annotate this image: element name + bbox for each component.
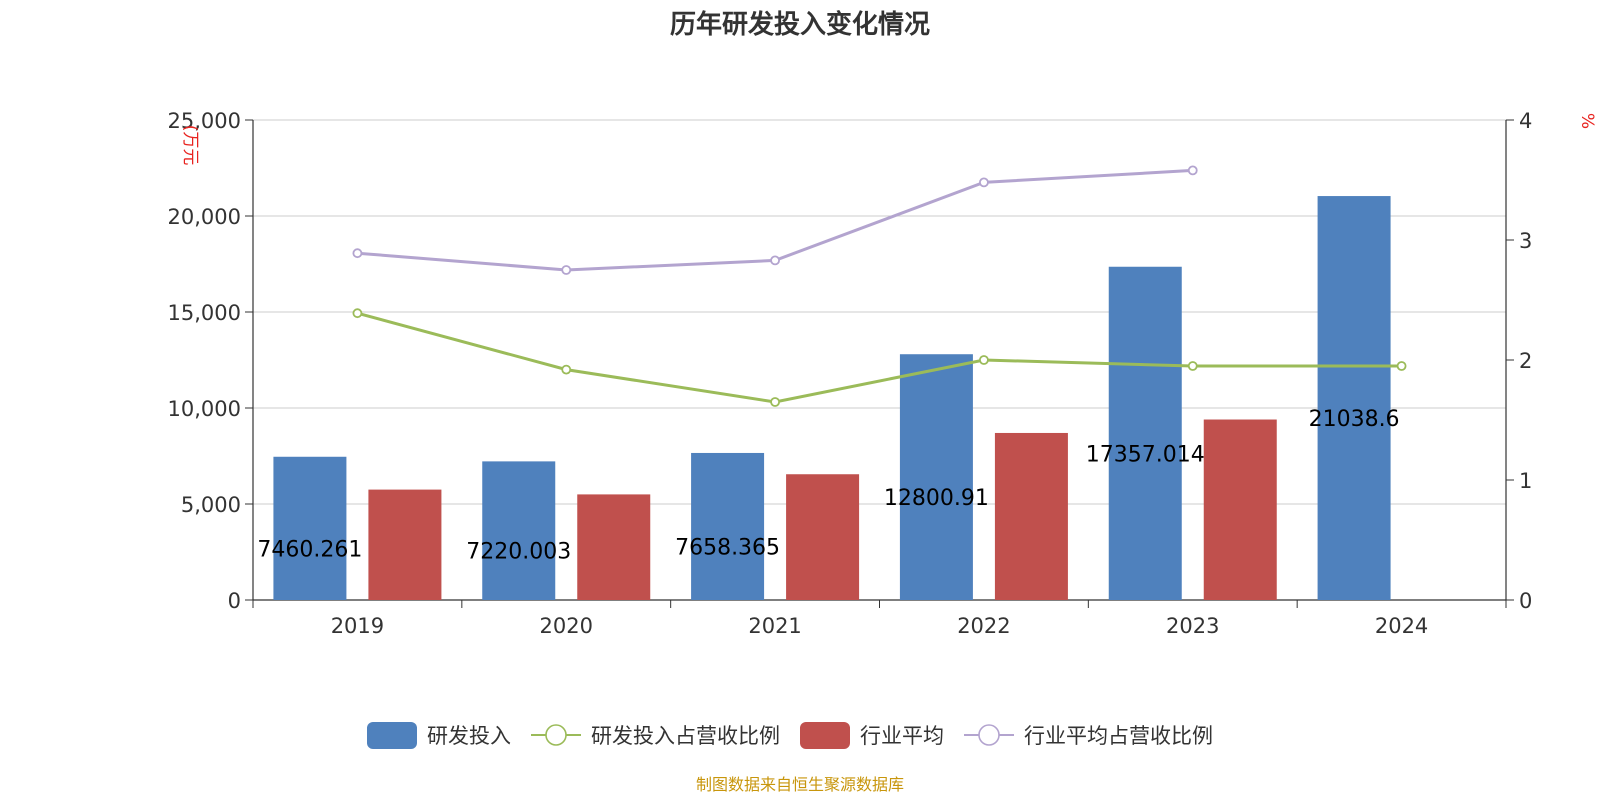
bar-rd-investment bbox=[691, 452, 765, 600]
line-point bbox=[770, 397, 780, 407]
right-tick-label: 2 bbox=[1519, 349, 1532, 373]
line-point bbox=[561, 265, 572, 275]
legend-swatch bbox=[367, 722, 417, 749]
bar-rd-investment bbox=[1108, 266, 1182, 600]
bar-rd-investment bbox=[899, 354, 973, 600]
legend-swatch bbox=[800, 722, 850, 749]
bar-industry-average bbox=[1203, 419, 1277, 600]
left-tick-label: 5,000 bbox=[181, 493, 241, 517]
right-axis-unit: % bbox=[1577, 113, 1597, 129]
right-tick-label: 1 bbox=[1519, 469, 1532, 493]
legend-label: 行业平均占营收比例 bbox=[1024, 724, 1213, 748]
left-tick-label: 0 bbox=[228, 589, 241, 613]
x-tick-label: 2019 bbox=[331, 614, 384, 638]
x-tick-label: 2020 bbox=[540, 614, 593, 638]
line-point bbox=[979, 355, 989, 365]
bar-rd-investment bbox=[273, 456, 347, 600]
source-note: 制图数据来自恒生聚源数据库 bbox=[696, 775, 904, 794]
bar-rd-investment bbox=[1317, 196, 1391, 600]
line-point bbox=[352, 248, 363, 259]
line-point bbox=[561, 364, 572, 375]
legend-label: 行业平均 bbox=[860, 724, 944, 748]
left-tick-label: 15,000 bbox=[168, 301, 241, 325]
bar-value-label: 17357.014 bbox=[1086, 442, 1205, 467]
bar-value-label: 7460.261 bbox=[257, 537, 362, 562]
bar-value-label: 7658.365 bbox=[675, 535, 780, 560]
bars bbox=[273, 196, 1391, 600]
bar-value-label: 12800.91 bbox=[884, 486, 989, 511]
legend-label: 研发投入 bbox=[427, 724, 511, 748]
bar-industry-average bbox=[786, 474, 860, 600]
line-point bbox=[1396, 361, 1407, 371]
left-axis-unit: (万元 bbox=[180, 125, 200, 166]
chart-title: 历年研发投入变化情况 bbox=[670, 9, 930, 40]
left-tick-label: 20,000 bbox=[168, 205, 241, 229]
line-rd-ratio bbox=[357, 311, 1402, 404]
bar-industry-average bbox=[577, 494, 651, 600]
left-tick-label: 25,000 bbox=[168, 109, 241, 133]
legend: 研发投入 研发投入占营收比例 行业平均 行业平均占营收比例 bbox=[367, 722, 1213, 749]
left-tick-label: 10,000 bbox=[168, 397, 241, 421]
legend-swatch-marker bbox=[545, 724, 567, 746]
line-point bbox=[352, 308, 363, 319]
legend-swatch-marker bbox=[978, 724, 1000, 746]
line-point bbox=[979, 177, 989, 188]
bar-industry-average bbox=[994, 432, 1068, 600]
axes: 0 5,000 10,000 15,000 20,000 25,000 0 1 2 3 4 2019 2… bbox=[168, 109, 1533, 638]
bar-value-label: 7220.003 bbox=[466, 540, 571, 565]
x-tick-label: 2022 bbox=[957, 614, 1010, 638]
right-tick-label: 3 bbox=[1519, 229, 1532, 253]
x-tick-label: 2023 bbox=[1166, 614, 1219, 638]
bar-rd-investment bbox=[482, 461, 556, 600]
right-tick-label: 4 bbox=[1519, 109, 1532, 133]
x-tick-label: 2021 bbox=[748, 614, 801, 638]
line-point bbox=[1187, 361, 1198, 371]
line-point bbox=[770, 255, 780, 266]
grid-lines bbox=[253, 119, 1506, 505]
line-point bbox=[1187, 165, 1198, 176]
data-labels: 7460.261 7220.003 7658.365 12800.91 17357.01… bbox=[257, 407, 1399, 565]
lines bbox=[352, 165, 1407, 407]
legend-label: 研发投入占营收比例 bbox=[591, 724, 780, 748]
right-tick-label: 0 bbox=[1519, 589, 1532, 613]
bar-value-label: 21038.6 bbox=[1309, 407, 1400, 432]
bar-industry-average bbox=[368, 489, 442, 600]
line-industry-ratio bbox=[357, 168, 1193, 272]
x-tick-label: 2024 bbox=[1375, 614, 1428, 638]
